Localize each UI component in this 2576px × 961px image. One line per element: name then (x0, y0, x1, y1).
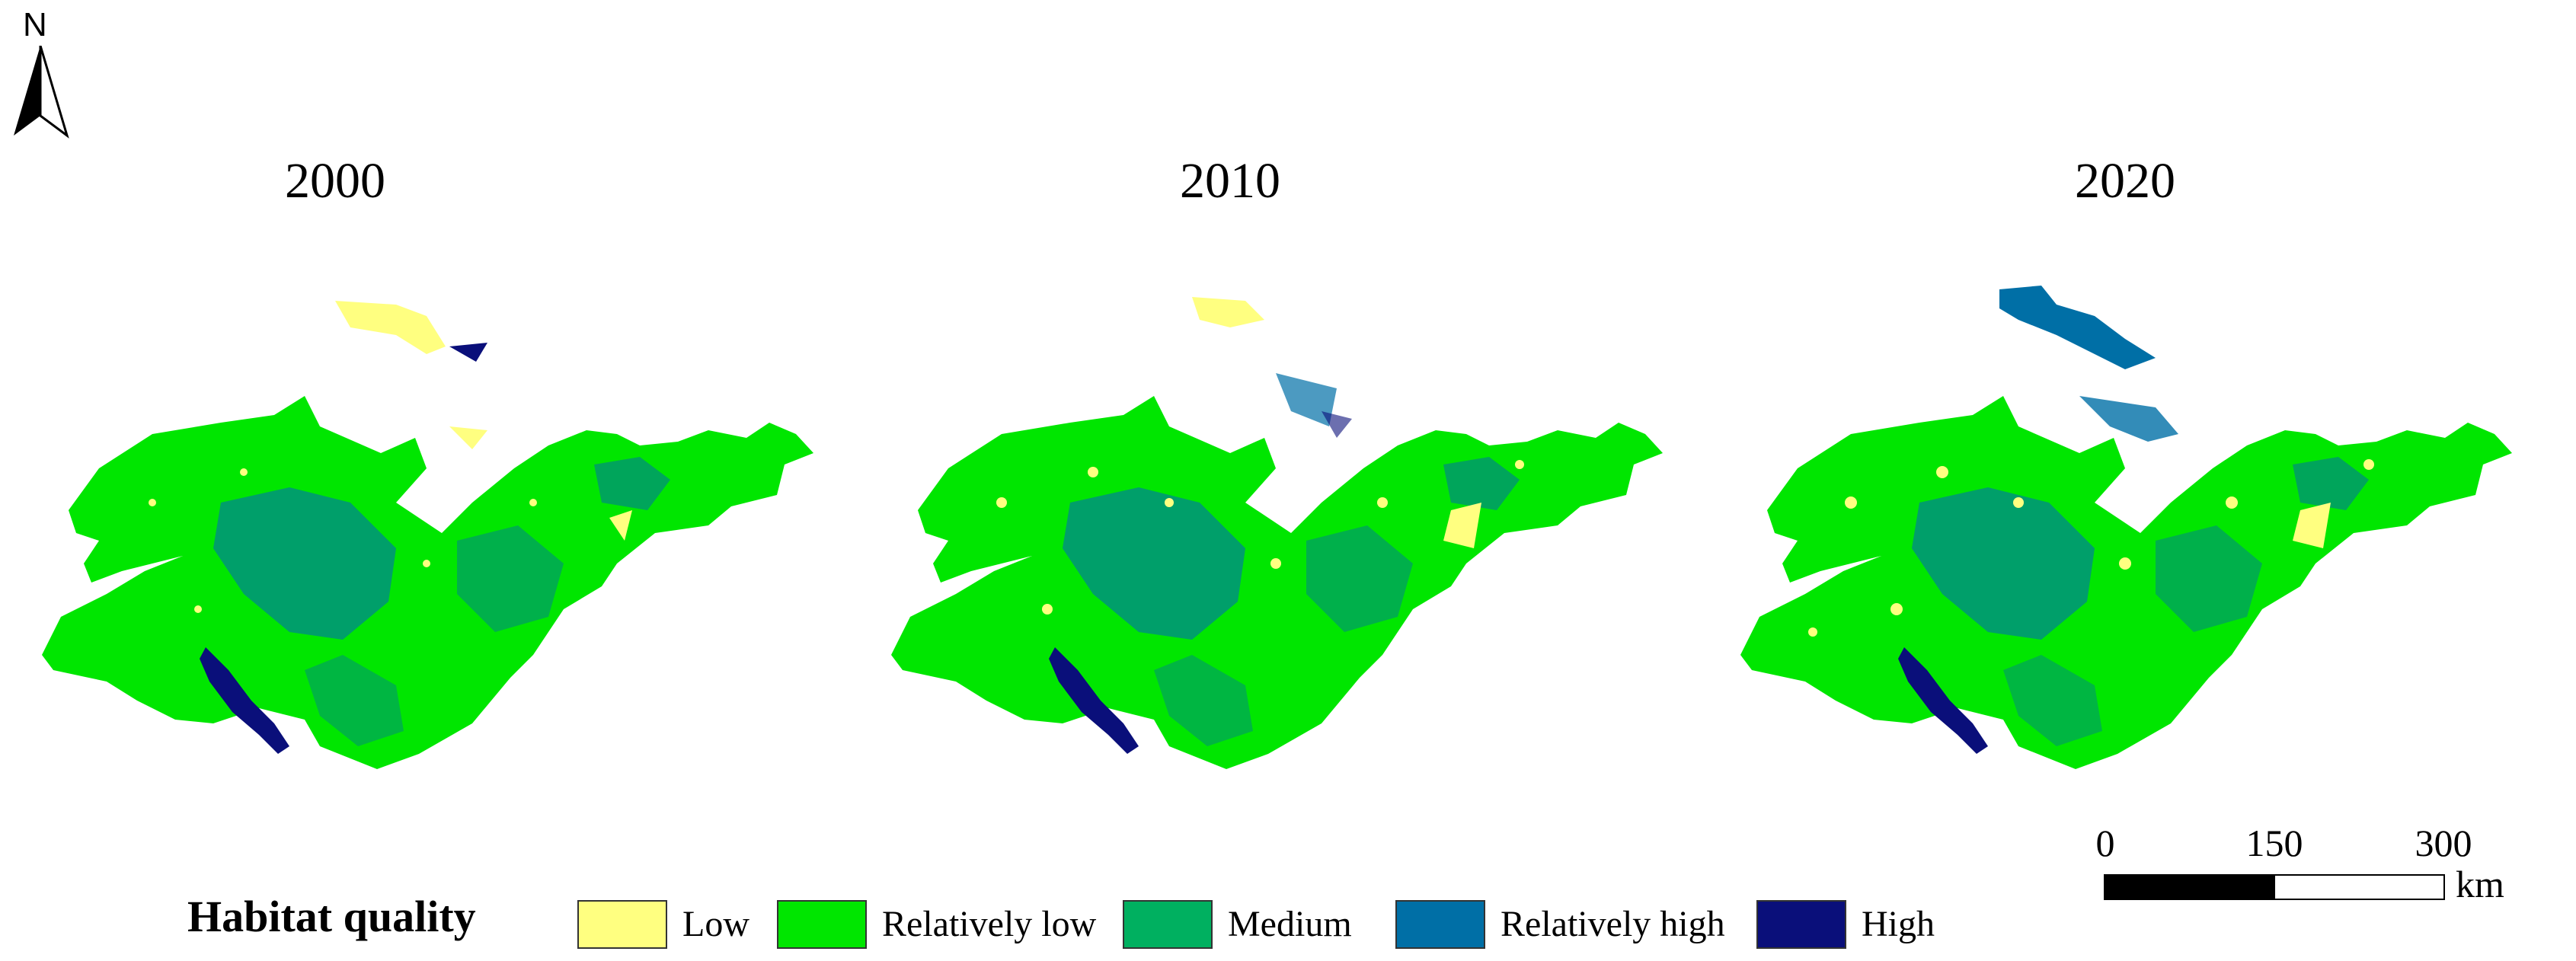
legend-label-medium: Medium (1228, 904, 1352, 944)
scale-tick-150: 150 (2245, 822, 2303, 864)
scale-unit: km (2456, 863, 2504, 905)
north-arrow-icon (14, 46, 69, 139)
legend-label-relatively-high: Relatively high (1501, 904, 1725, 944)
scale-bar (2104, 874, 2445, 900)
legend-title: Habitat quality (187, 892, 476, 941)
legend-label-high: High (1862, 904, 1935, 944)
legend-swatch-low (577, 900, 667, 949)
map-title-2000: 2000 (285, 153, 385, 209)
legend-label-low: Low (682, 904, 749, 944)
north-label: N (23, 6, 47, 43)
habitat-map-2020 (1740, 286, 2512, 769)
map-title-2020: 2020 (2075, 153, 2175, 209)
legend-swatch-relatively-high (1395, 900, 1485, 949)
map-title-2010: 2010 (1180, 153, 1280, 209)
scale-tick-0: 0 (2095, 822, 2115, 864)
legend-swatch-medium (1123, 900, 1213, 949)
habitat-map-2010 (891, 297, 1663, 769)
habitat-map-2000 (42, 301, 813, 769)
legend-swatch-high (1756, 900, 1846, 949)
legend-swatch-relatively-low (777, 900, 867, 949)
scale-tick-300: 300 (2415, 822, 2472, 864)
legend-label-relatively-low: Relatively low (882, 904, 1097, 944)
